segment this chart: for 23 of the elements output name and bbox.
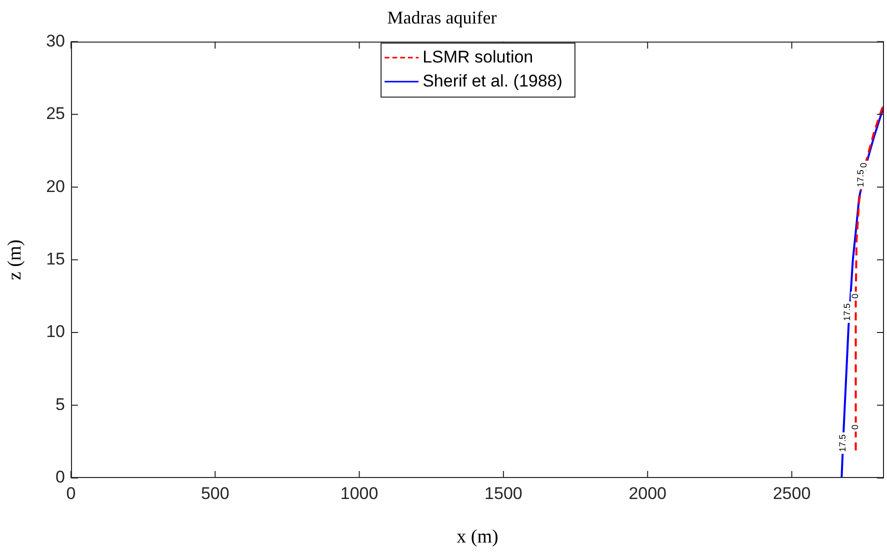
y-tick-label: 5 bbox=[56, 394, 65, 414]
chart-title: Madras aquifer bbox=[387, 8, 497, 28]
y-tick-label: 25 bbox=[46, 104, 65, 124]
x-tick-label: 1500 bbox=[484, 484, 522, 503]
x-tick-label: 500 bbox=[200, 484, 230, 503]
y-tick-label: 15 bbox=[46, 249, 65, 268]
x-tick-label: 2500 bbox=[772, 484, 811, 503]
annotation: 0 bbox=[850, 424, 860, 430]
annotation: 17.5 bbox=[842, 303, 852, 321]
y-tick-label: 30 bbox=[46, 31, 65, 50]
legend-label: LSMR solution bbox=[422, 47, 534, 66]
y-tick-label: 0 bbox=[56, 468, 65, 487]
annotation: 0 bbox=[850, 294, 860, 299]
x-tick-label: 2000 bbox=[628, 484, 667, 503]
x-tick-label: 1000 bbox=[340, 484, 378, 503]
annotation: 17.5 bbox=[837, 434, 848, 452]
y-axis-title: z (m) bbox=[4, 239, 26, 280]
y-tick-label: 10 bbox=[46, 322, 65, 342]
legend-label: Sherif et al. (1988) bbox=[422, 71, 562, 90]
x-axis-title: x (m) bbox=[456, 526, 498, 548]
y-tick-label: 20 bbox=[46, 176, 65, 196]
annotation: 0 bbox=[858, 162, 868, 168]
annotation: 17.5 bbox=[855, 170, 866, 188]
